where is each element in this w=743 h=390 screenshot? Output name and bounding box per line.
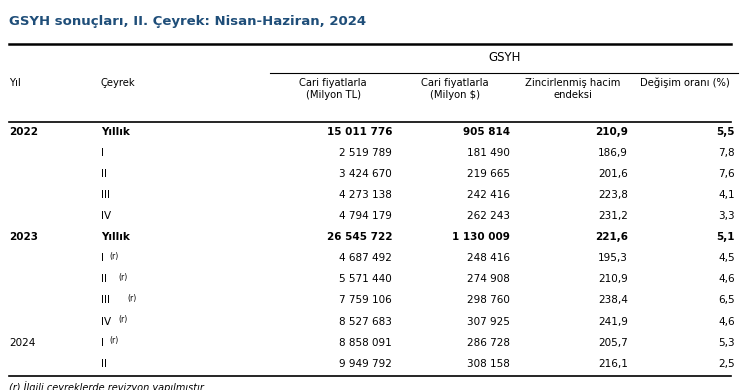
Text: 308 158: 308 158 <box>467 359 510 369</box>
Text: GSYH sonuçları, II. Çeyrek: Nisan-Haziran, 2024: GSYH sonuçları, II. Çeyrek: Nisan-Hazira… <box>9 15 366 28</box>
Text: II: II <box>101 275 107 284</box>
Text: 7 759 106: 7 759 106 <box>340 296 392 305</box>
Text: Çeyrek: Çeyrek <box>101 78 135 88</box>
Text: 238,4: 238,4 <box>598 296 628 305</box>
Text: 3 424 670: 3 424 670 <box>340 169 392 179</box>
Text: 2 519 789: 2 519 789 <box>339 148 392 158</box>
Text: 9 949 792: 9 949 792 <box>339 359 392 369</box>
Text: Zincirlenmiş hacim
endeksi: Zincirlenmiş hacim endeksi <box>525 78 620 100</box>
Text: 26 545 722: 26 545 722 <box>327 232 392 242</box>
Text: 210,9: 210,9 <box>595 127 628 137</box>
Text: 274 908: 274 908 <box>467 275 510 284</box>
Text: I: I <box>101 148 104 158</box>
Text: 4,6: 4,6 <box>718 275 735 284</box>
Text: 242 416: 242 416 <box>467 190 510 200</box>
Text: Yıllık: Yıllık <box>101 232 130 242</box>
Text: 4 273 138: 4 273 138 <box>339 190 392 200</box>
Text: 186,9: 186,9 <box>598 148 628 158</box>
Text: 2,5: 2,5 <box>718 359 735 369</box>
Text: 205,7: 205,7 <box>598 338 628 347</box>
Text: IV: IV <box>101 211 111 221</box>
Text: II: II <box>101 169 107 179</box>
Text: 241,9: 241,9 <box>598 317 628 326</box>
Text: 7,6: 7,6 <box>718 169 735 179</box>
Text: Yıl: Yıl <box>9 78 21 88</box>
Text: 4,5: 4,5 <box>718 254 735 263</box>
Text: 5,3: 5,3 <box>718 338 735 347</box>
Text: 4,6: 4,6 <box>718 317 735 326</box>
Text: 4 687 492: 4 687 492 <box>339 254 392 263</box>
Text: I: I <box>101 338 104 347</box>
Text: 4,1: 4,1 <box>718 190 735 200</box>
Text: (r) İlgili çeyreklerde revizyon yapılmıştır.: (r) İlgili çeyreklerde revizyon yapılmış… <box>9 381 206 390</box>
Text: III: III <box>101 190 110 200</box>
Text: 2023: 2023 <box>9 232 38 242</box>
Text: 6,5: 6,5 <box>718 296 735 305</box>
Text: 15 011 776: 15 011 776 <box>327 127 392 137</box>
Text: 8 527 683: 8 527 683 <box>339 317 392 326</box>
Text: 5 571 440: 5 571 440 <box>340 275 392 284</box>
Text: 8 858 091: 8 858 091 <box>340 338 392 347</box>
Text: 3,3: 3,3 <box>718 211 735 221</box>
Text: (r): (r) <box>128 294 137 303</box>
Text: (r): (r) <box>110 252 119 261</box>
Text: 231,2: 231,2 <box>598 211 628 221</box>
Text: I: I <box>101 254 104 263</box>
Text: 905 814: 905 814 <box>463 127 510 137</box>
Text: 307 925: 307 925 <box>467 317 510 326</box>
Text: 219 665: 219 665 <box>467 169 510 179</box>
Text: 216,1: 216,1 <box>598 359 628 369</box>
Text: III: III <box>101 296 110 305</box>
Text: 262 243: 262 243 <box>467 211 510 221</box>
Text: II: II <box>101 359 107 369</box>
Text: 195,3: 195,3 <box>598 254 628 263</box>
Text: 181 490: 181 490 <box>467 148 510 158</box>
Text: (r): (r) <box>119 273 128 282</box>
Text: 223,8: 223,8 <box>598 190 628 200</box>
Text: 210,9: 210,9 <box>598 275 628 284</box>
Text: (r): (r) <box>110 336 119 345</box>
Text: Yıllık: Yıllık <box>101 127 130 137</box>
Text: Cari fiyatlarla
(Milyon TL): Cari fiyatlarla (Milyon TL) <box>299 78 367 100</box>
Text: 7,8: 7,8 <box>718 148 735 158</box>
Text: 2022: 2022 <box>9 127 38 137</box>
Text: 286 728: 286 728 <box>467 338 510 347</box>
Text: 5,5: 5,5 <box>716 127 735 137</box>
Text: 221,6: 221,6 <box>595 232 628 242</box>
Text: 201,6: 201,6 <box>598 169 628 179</box>
Text: 248 416: 248 416 <box>467 254 510 263</box>
Text: 4 794 179: 4 794 179 <box>339 211 392 221</box>
Text: 1 130 009: 1 130 009 <box>452 232 510 242</box>
Text: 5,1: 5,1 <box>716 232 735 242</box>
Text: GSYH: GSYH <box>488 51 521 64</box>
Text: Cari fiyatlarla
(Milyon $): Cari fiyatlarla (Milyon $) <box>421 78 488 100</box>
Text: (r): (r) <box>119 315 128 324</box>
Text: IV: IV <box>101 317 111 326</box>
Text: Değişim oranı (%): Değişim oranı (%) <box>640 78 730 88</box>
Text: 298 760: 298 760 <box>467 296 510 305</box>
Text: 2024: 2024 <box>9 338 35 347</box>
